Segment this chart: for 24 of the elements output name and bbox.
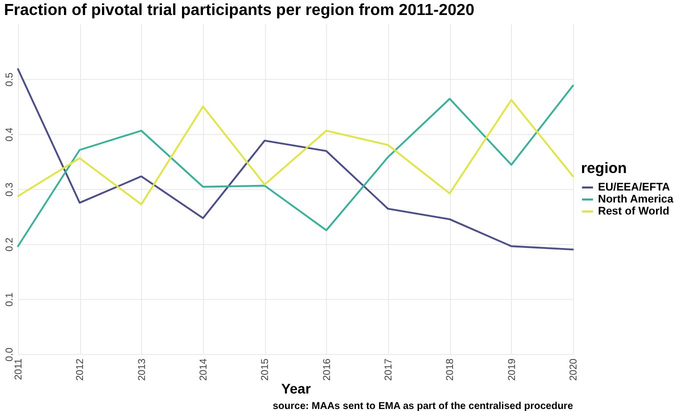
line-series bbox=[17, 99, 574, 206]
legend-label: North America bbox=[598, 194, 674, 206]
chart-title: Fraction of pivotal trial participants per region from 2011-2020 bbox=[4, 2, 474, 19]
x-tick-label: 2020 bbox=[568, 358, 580, 381]
x-axis-title: Year bbox=[281, 380, 312, 397]
legend-label: Rest of World bbox=[598, 206, 670, 218]
x-tick-label: 2013 bbox=[136, 358, 148, 381]
y-tick-label: 0.5 bbox=[4, 72, 16, 86]
y-tick-label: 0.4 bbox=[4, 127, 16, 142]
legend-label: EU/EEA/EFTA bbox=[598, 182, 670, 194]
y-tick-label: 0.1 bbox=[4, 292, 16, 306]
x-tick-label: 2011 bbox=[14, 358, 24, 380]
x-tick-label: 2014 bbox=[198, 358, 210, 381]
x-tick-label: 2019 bbox=[506, 358, 518, 381]
x-tick-label: 2016 bbox=[322, 358, 333, 381]
legend-title: region bbox=[581, 160, 627, 177]
x-tick-label: 2018 bbox=[445, 358, 456, 381]
x-tick-label: 2017 bbox=[384, 358, 394, 381]
x-tick-label: 2012 bbox=[75, 358, 86, 381]
y-tick-label: 0.2 bbox=[4, 237, 16, 252]
source-note: source: MAAs sent to EMA as part of the centralised procedure bbox=[272, 401, 574, 411]
y-tick-label: 0.0 bbox=[4, 347, 16, 362]
y-tick-label: 0.3 bbox=[4, 182, 16, 196]
x-tick-label: 2015 bbox=[260, 358, 272, 381]
